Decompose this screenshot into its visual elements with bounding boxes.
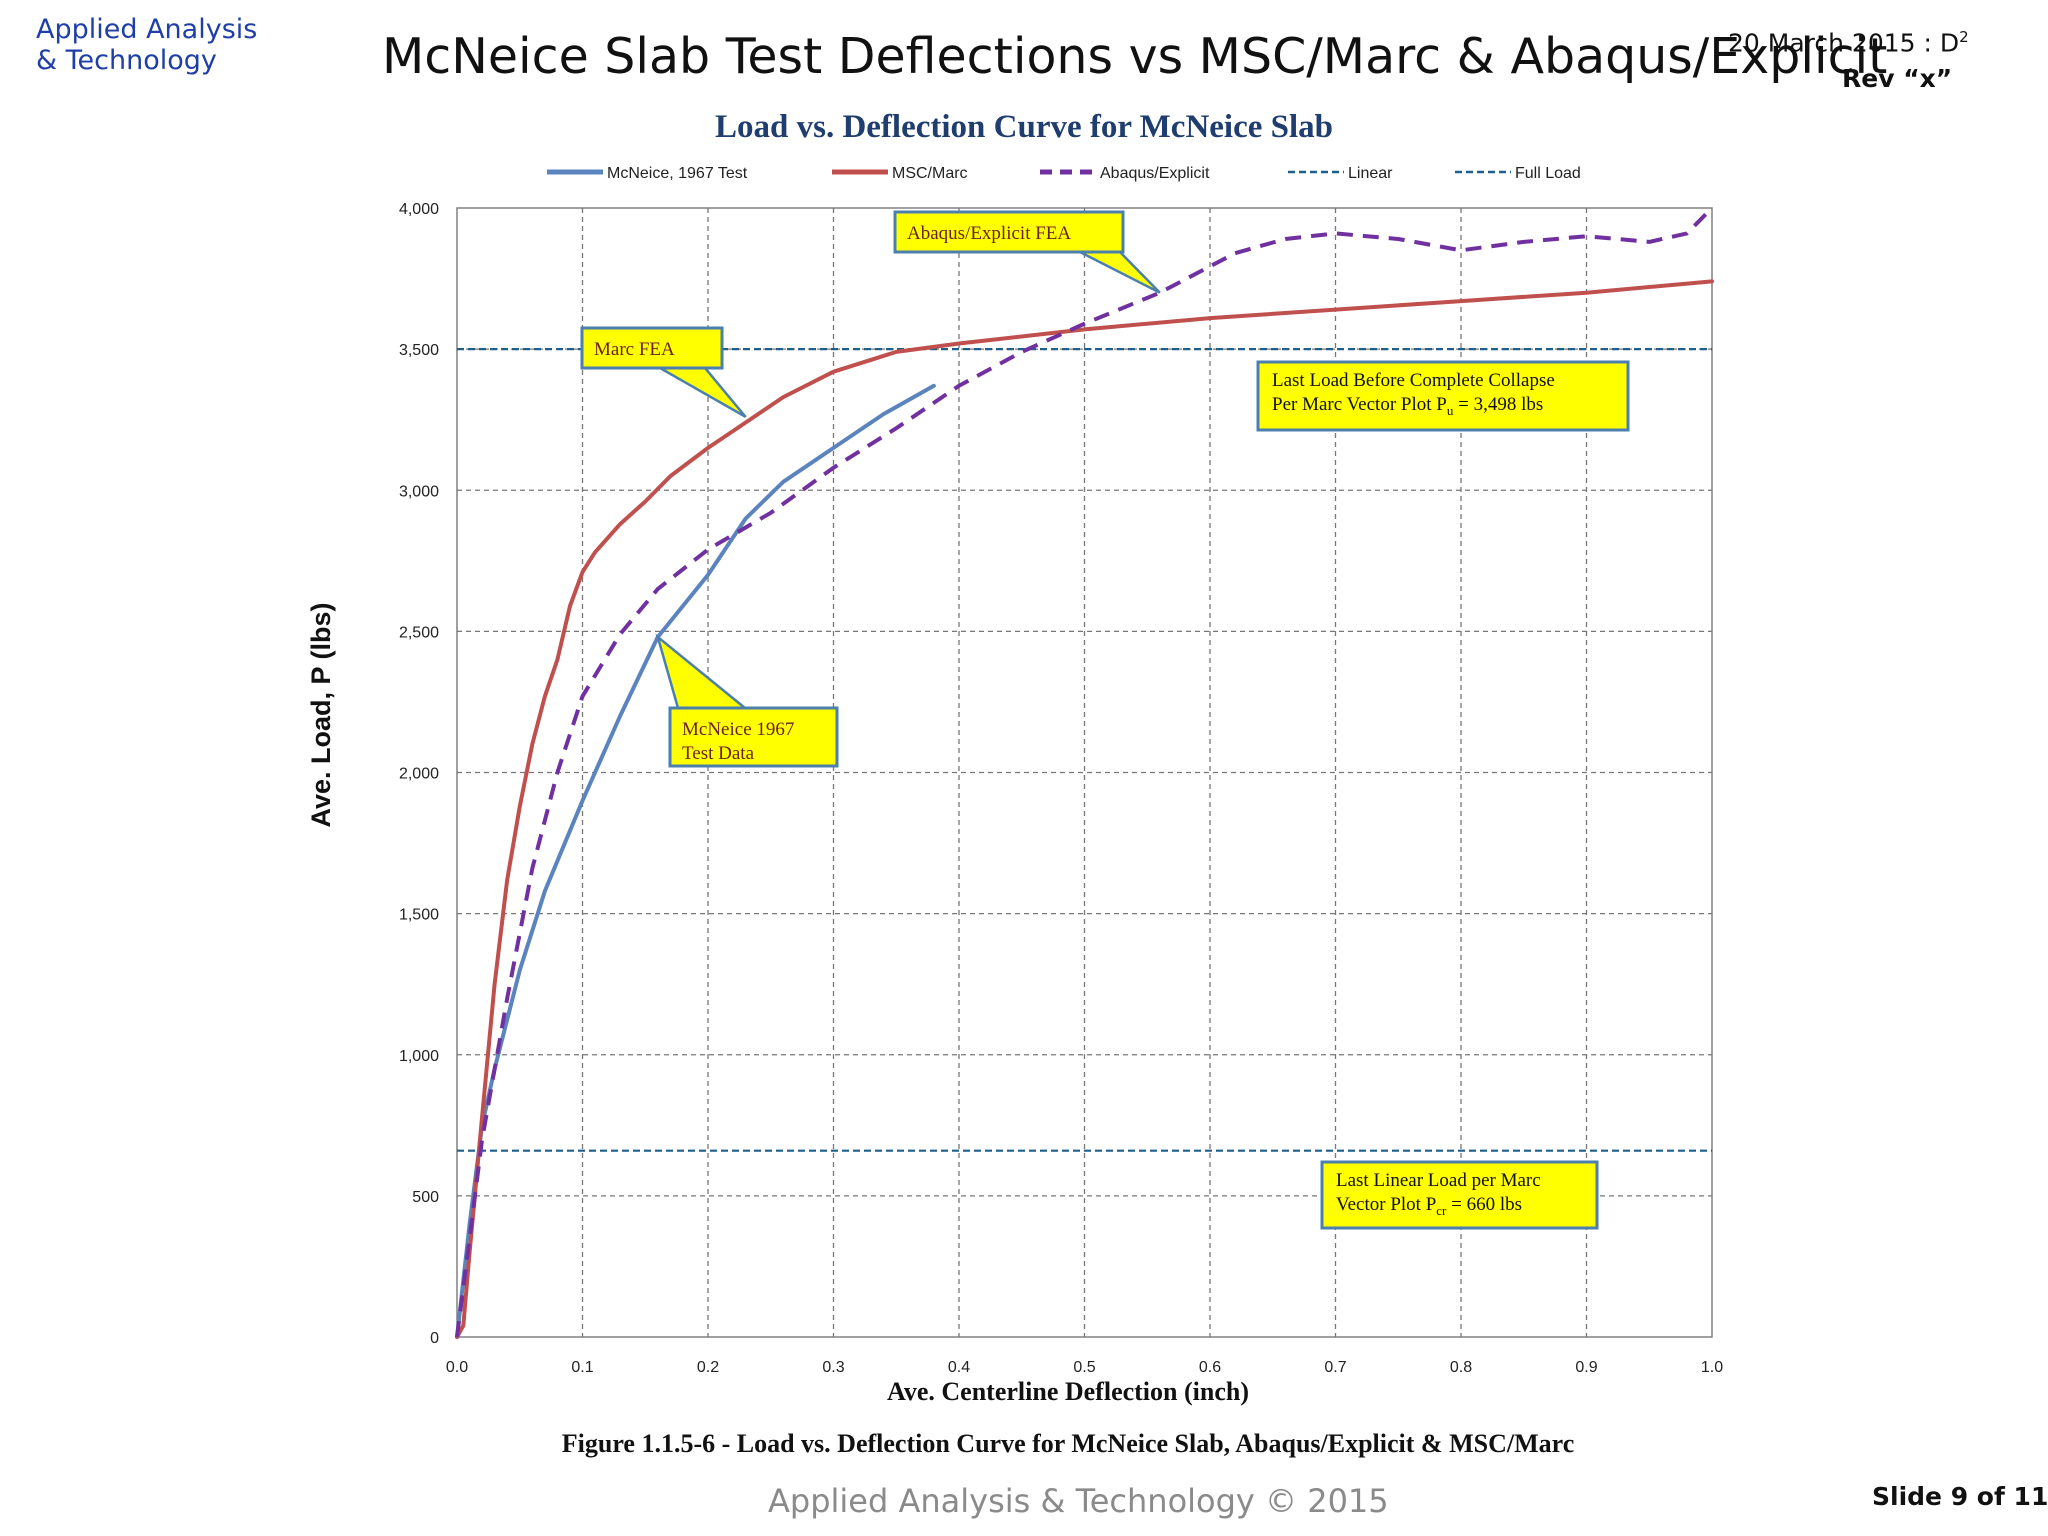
date-text: 20 March 2015 : D xyxy=(1728,28,1960,58)
callout-box xyxy=(1320,1160,1599,1230)
revision-label: Rev “x” xyxy=(1842,64,1953,93)
x-tick-label: 0.9 xyxy=(1575,1359,1597,1376)
x-tick-label: 0.7 xyxy=(1324,1359,1346,1376)
x-tick-label: 0.0 xyxy=(446,1359,468,1376)
legend-label: McNeice, 1967 Test xyxy=(607,165,748,182)
slide-date: 20 March 2015 : D2 xyxy=(1728,28,1969,57)
x-tick-label: 0.5 xyxy=(1073,1359,1095,1376)
slide-title: McNeice Slab Test Deflections vs MSC/Mar… xyxy=(382,28,1888,85)
y-tick-label: 4,000 xyxy=(399,201,439,218)
legend-label: MSC/Marc xyxy=(892,165,968,182)
x-tick-label: 0.2 xyxy=(697,1359,719,1376)
logo-line-1: Applied Analysis xyxy=(36,14,258,45)
callout-text-part: = 3,498 lbs xyxy=(1453,394,1543,415)
callout-text: Last Load Before Complete Collapse xyxy=(1272,370,1555,391)
callout-pointer xyxy=(655,633,749,710)
chart-legend: McNeice, 1967 Test MSC/Marc Abaqus/Explici… xyxy=(547,165,1581,182)
callout-text-line2: Vector Plot Pcr = 660 lbs xyxy=(1336,1194,1522,1218)
legend-label: Full Load xyxy=(1515,165,1581,182)
callout-text-part: = 660 lbs xyxy=(1446,1194,1522,1215)
callout-text: Last Linear Load per Marc xyxy=(1336,1170,1541,1191)
figure-caption: Figure 1.1.5-6 - Load vs. Deflection Cur… xyxy=(562,1429,1574,1458)
callout-text: McNeice 1967 xyxy=(682,719,794,740)
callout-text-line2: Per Marc Vector Plot Pu = 3,498 lbs xyxy=(1272,394,1543,418)
series-line-abaqus-explicit xyxy=(455,206,1714,1338)
callout-box xyxy=(893,210,1125,254)
x-tick-label: 0.1 xyxy=(571,1359,593,1376)
x-axis-ticks: 0.0 0.1 0.2 0.3 0.4 0.5 0.6 0.7 0.8 0.9 1.0 xyxy=(446,1359,1723,1376)
date-superscript: 2 xyxy=(1959,28,1969,46)
callout-text: Abaqus/Explicit FEA xyxy=(907,223,1071,244)
x-axis-label: Ave. Centerline Deflection (inch) xyxy=(887,1377,1249,1406)
y-tick-label: 1,500 xyxy=(399,907,439,924)
callout-text-part: Per Marc Vector Plot P xyxy=(1272,394,1447,415)
y-axis-ticks: 0 500 1,000 1,500 2,000 2,500 3,000 3,500 4,000 xyxy=(399,201,439,1347)
y-tick-label: 1,000 xyxy=(399,1048,439,1065)
footer-copyright: Applied Analysis & Technology © 2015 xyxy=(768,1482,1389,1520)
y-tick-label: 2,000 xyxy=(399,766,439,783)
chart-title: Load vs. Deflection Curve for McNeice Sl… xyxy=(715,109,1333,145)
callout-box xyxy=(668,706,839,768)
y-tick-label: 3,500 xyxy=(399,342,439,359)
x-tick-label: 0.3 xyxy=(822,1359,844,1376)
slide-number: Slide 9 of 11 xyxy=(1872,1482,2048,1511)
callout-box xyxy=(580,326,724,370)
callout-text: Test Data xyxy=(682,743,755,764)
x-tick-label: 0.8 xyxy=(1450,1359,1472,1376)
legend-label: Abaqus/Explicit xyxy=(1100,165,1210,182)
callout-pointer xyxy=(655,366,747,418)
callout-pointer xyxy=(1079,250,1161,294)
callout-box xyxy=(1256,360,1630,432)
logo-line-2: & Technology xyxy=(36,45,217,76)
company-logo: Applied Analysis & Technology xyxy=(36,14,257,76)
callout-subscript: cr xyxy=(1436,1203,1447,1218)
legend-label: Linear xyxy=(1348,165,1393,182)
callout-subscript: u xyxy=(1447,403,1454,418)
series-line-msc-marc xyxy=(455,279,1714,1339)
x-tick-label: 0.6 xyxy=(1199,1359,1221,1376)
callout-text: Marc FEA xyxy=(594,339,675,360)
y-tick-label: 0 xyxy=(430,1330,439,1347)
x-tick-label: 0.4 xyxy=(948,1359,970,1376)
chart-series xyxy=(455,206,1714,1339)
y-axis-label: Ave. Load, P (lbs) xyxy=(306,602,336,827)
series-line-mcneice-1967-test xyxy=(455,383,936,1339)
y-tick-label: 3,000 xyxy=(399,483,439,500)
chart-annotations: Abaqus/Explicit FEA Marc FEA McNeice 1967 T… xyxy=(580,210,1630,1230)
x-tick-label: 1.0 xyxy=(1701,1359,1723,1376)
callout-text-part: Vector Plot P xyxy=(1336,1194,1436,1215)
y-tick-label: 500 xyxy=(412,1189,439,1206)
y-tick-label: 2,500 xyxy=(399,624,439,641)
